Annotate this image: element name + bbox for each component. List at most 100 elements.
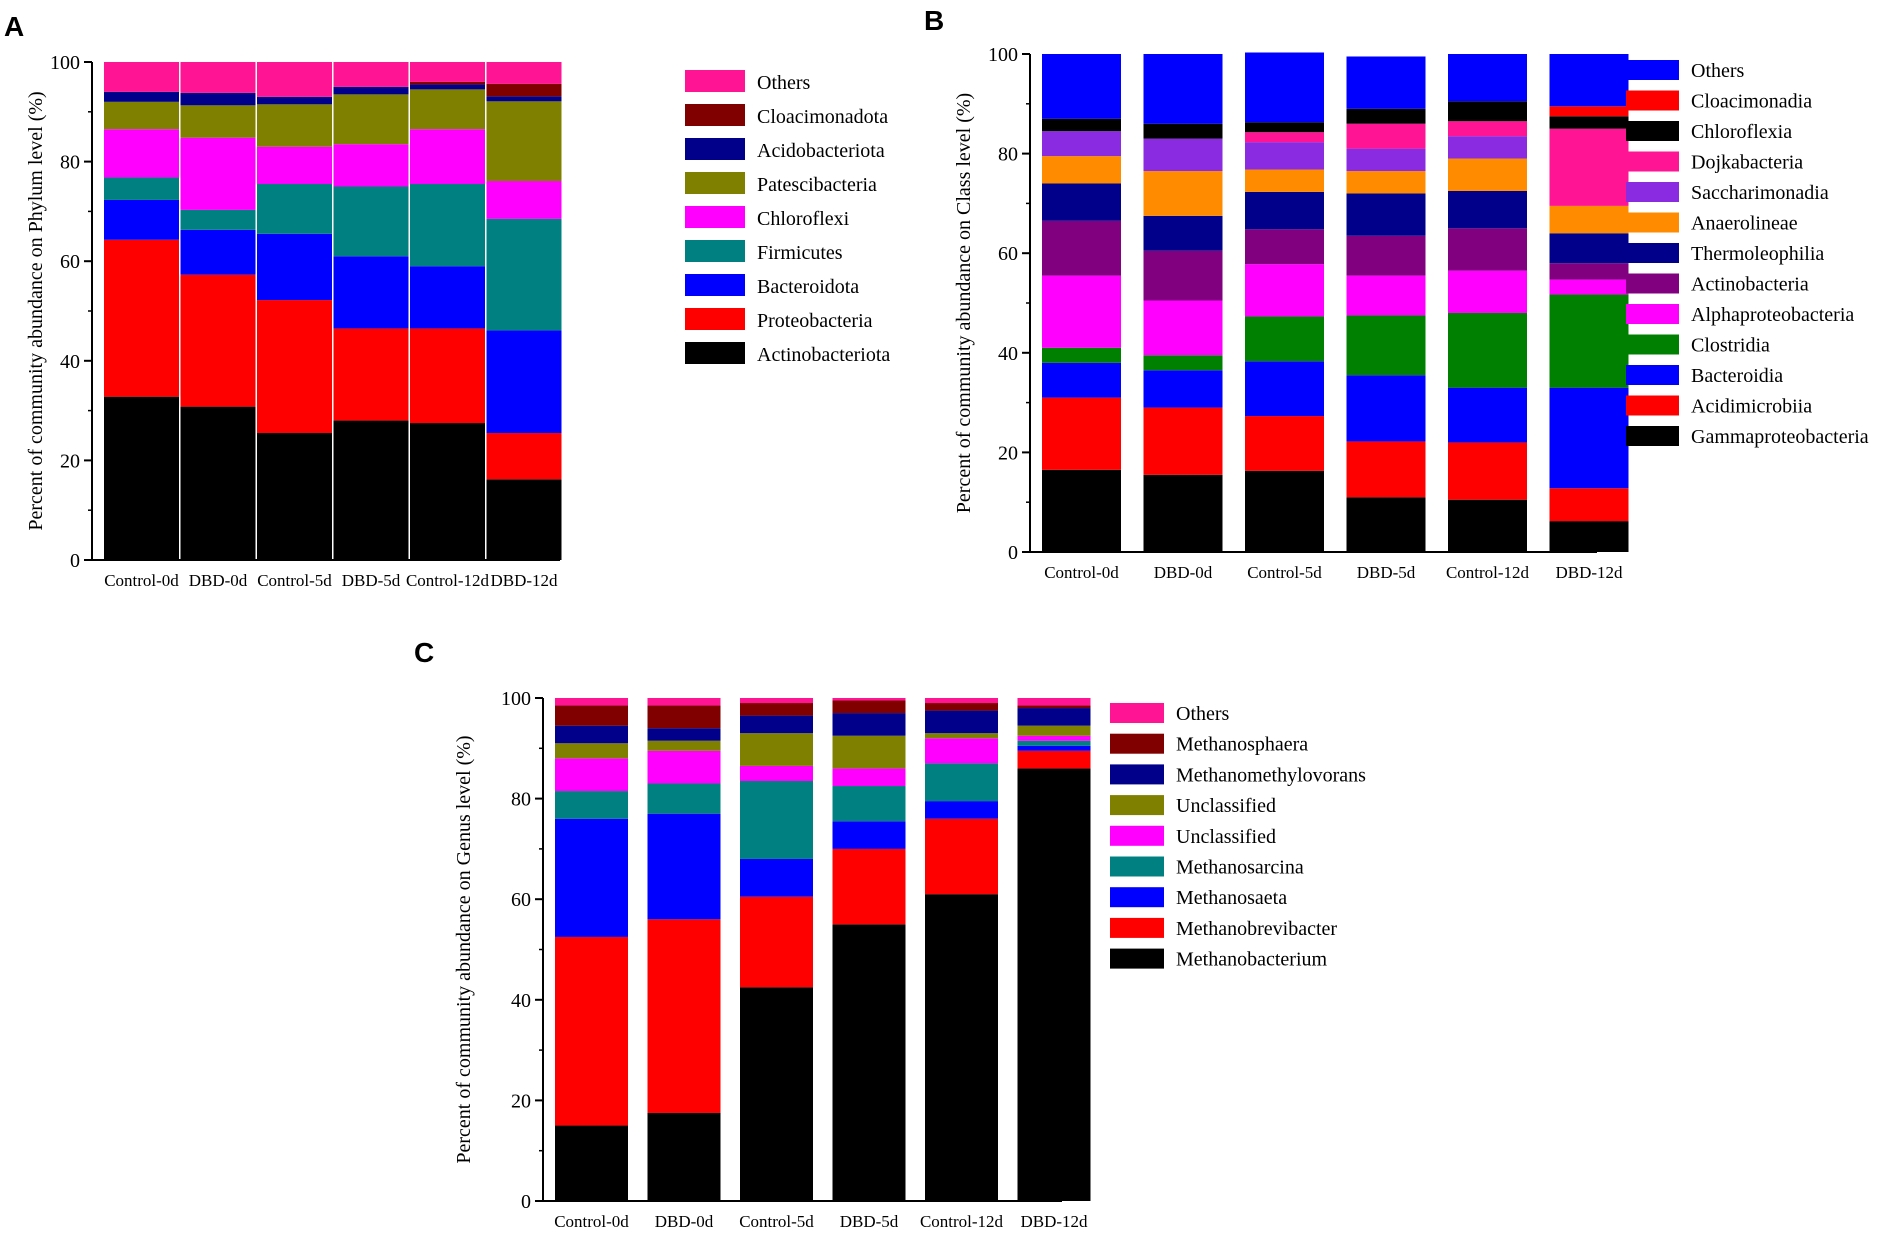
y-tick-label-a-80: 80 xyxy=(60,152,80,174)
bar-segment-c-dbd-12d-methanobacterium-0 xyxy=(1017,768,1091,1201)
bar-segment-a-dbd-12d-others-8 xyxy=(486,62,562,84)
bar-segment-c-dbd-5d-methanosaeta-2 xyxy=(832,821,906,849)
bar-segment-b-control-0d-chloroflexia-10 xyxy=(1042,118,1121,132)
bar-segment-c-dbd-0d-methanomethylovorans-6 xyxy=(647,728,721,741)
y-tick-label-b-60: 60 xyxy=(998,243,1018,265)
legend-label-a-chloroflexi-4: Chloroflexi xyxy=(757,208,850,230)
bar-segment-b-dbd-12d-others-12 xyxy=(1549,54,1629,107)
legend-swatch-a-patescibacteria-5 xyxy=(685,172,745,194)
bar-segment-a-control-12d-proteobacteria-1 xyxy=(410,328,485,424)
bar-segment-c-dbd-5d-methanobrevibacter-1 xyxy=(832,848,906,925)
bar-segment-c-control-12d-methanosaeta-2 xyxy=(925,801,998,819)
bar-segment-c-dbd-0d-methanosaeta-2 xyxy=(647,813,721,920)
bar-segment-c-control-5d-methanosphaera-7 xyxy=(740,703,813,716)
bar-segment-c-dbd-0d-others-8 xyxy=(647,698,721,706)
bar-segment-c-control-12d-unclassified-4 xyxy=(925,738,998,764)
bar-segment-a-dbd-0d-proteobacteria-1 xyxy=(180,274,256,407)
bar-segment-c-dbd-5d-unclassified-5 xyxy=(832,735,906,769)
bar-segment-a-control-0d-bacteroidota-2 xyxy=(104,199,179,240)
bar-segment-a-dbd-5d-acidobacteriota-6 xyxy=(333,86,409,95)
legend-swatch-b-clostridia-3 xyxy=(1626,334,1679,355)
bar-segment-b-control-12d-thermoleophilia-6 xyxy=(1448,190,1527,229)
bar-segment-c-dbd-5d-others-8 xyxy=(832,698,906,701)
x-tick-label-c-control-0d: Control-0d xyxy=(554,1212,629,1231)
bar-segment-a-control-0d-actinobacteriota-0 xyxy=(104,396,179,560)
y-tick-label-c-0: 0 xyxy=(521,1191,531,1213)
bar-segment-b-dbd-12d-bacteroidia-2 xyxy=(1549,387,1629,489)
bar-segment-b-control-5d-bacteroidia-2 xyxy=(1245,361,1324,417)
bar-segment-c-dbd-12d-others-8 xyxy=(1017,698,1091,706)
bar-segment-c-dbd-5d-methanomethylovorans-6 xyxy=(832,713,906,736)
bar-segment-c-control-0d-others-8 xyxy=(555,698,628,706)
bar-segment-b-dbd-0d-gammaproteobacteria-0 xyxy=(1143,474,1223,552)
y-tick-label-b-80: 80 xyxy=(998,144,1018,166)
bar-segment-c-dbd-12d-methanosaeta-2 xyxy=(1017,745,1091,751)
x-tick-label-b-dbd-12d: DBD-12d xyxy=(1555,563,1623,582)
bar-segment-a-dbd-12d-actinobacteriota-0 xyxy=(486,479,562,560)
x-tick-label-c-control-5d: Control-5d xyxy=(739,1212,814,1231)
bar-segment-a-control-12d-patescibacteria-5 xyxy=(410,89,485,130)
panel-label-a: A xyxy=(4,11,24,42)
legend-swatch-a-acidobacteriota-6 xyxy=(685,138,745,160)
bar-segment-b-control-0d-clostridia-3 xyxy=(1042,347,1121,363)
bar-segment-b-control-5d-thermoleophilia-6 xyxy=(1245,191,1324,230)
bar-segment-c-dbd-0d-methanobacterium-0 xyxy=(647,1112,721,1201)
bar-segment-b-dbd-0d-acidimicrobiia-1 xyxy=(1143,407,1223,475)
x-tick-label-c-dbd-0d: DBD-0d xyxy=(655,1212,714,1231)
legend-label-b-actinobacteria-5: Actinobacteria xyxy=(1691,274,1809,296)
bar-segment-a-control-0d-chloroflexi-4 xyxy=(104,129,179,178)
legend-label-a-firmicutes-3: Firmicutes xyxy=(757,242,843,264)
bar-segment-a-control-12d-bacteroidota-2 xyxy=(410,266,485,329)
bar-segment-b-control-12d-acidimicrobiia-1 xyxy=(1448,442,1527,500)
legend-swatch-b-saccharimonadia-8 xyxy=(1626,182,1679,202)
legend-label-c-unclassified-5: Unclassified xyxy=(1176,795,1276,817)
bar-segment-a-control-5d-actinobacteriota-0 xyxy=(257,433,332,560)
bar-segment-a-dbd-5d-actinobacteriota-0 xyxy=(333,420,409,560)
bar-segment-a-control-12d-acidobacteriota-6 xyxy=(410,84,485,90)
y-tick-label-c-100: 100 xyxy=(501,688,531,710)
bar-segment-a-control-12d-firmicutes-3 xyxy=(410,184,485,267)
x-tick-label-b-dbd-0d: DBD-0d xyxy=(1154,563,1213,582)
panel-label-b: B xyxy=(924,5,944,36)
legend-label-c-methanomethylovorans-6: Methanomethylovorans xyxy=(1176,764,1366,786)
x-tick-label-a-control-5d: Control-5d xyxy=(257,571,332,590)
bar-segment-a-control-12d-others-8 xyxy=(410,62,485,82)
bar-segment-a-dbd-12d-chloroflexi-4 xyxy=(486,181,562,219)
bar-segment-a-dbd-5d-firmicutes-3 xyxy=(333,186,409,257)
legend-label-a-others-8: Others xyxy=(757,72,811,94)
bar-segment-c-control-5d-others-8 xyxy=(740,698,813,704)
legend-swatch-b-chloroflexia-10 xyxy=(1626,121,1679,141)
bar-segment-b-control-0d-thermoleophilia-6 xyxy=(1042,183,1121,221)
bar-segment-a-control-5d-firmicutes-3 xyxy=(257,184,332,234)
bar-segment-b-dbd-5d-acidimicrobiia-1 xyxy=(1346,441,1426,498)
x-tick-label-a-dbd-5d: DBD-5d xyxy=(342,571,401,590)
bar-segment-c-dbd-12d-unclassified-4 xyxy=(1017,735,1091,741)
bar-segment-c-control-5d-unclassified-5 xyxy=(740,733,813,766)
legend-label-c-methanosaeta-2: Methanosaeta xyxy=(1176,887,1287,909)
bar-segment-b-control-0d-alphaproteobacteria-4 xyxy=(1042,275,1121,348)
bar-segment-c-control-0d-methanosphaera-7 xyxy=(555,705,628,726)
x-tick-label-b-control-5d: Control-5d xyxy=(1247,563,1322,582)
bar-segment-b-dbd-0d-chloroflexia-10 xyxy=(1143,123,1223,139)
bar-segment-a-control-0d-proteobacteria-1 xyxy=(104,239,179,397)
x-tick-label-b-control-0d: Control-0d xyxy=(1044,563,1119,582)
bar-segment-b-dbd-12d-actinobacteria-5 xyxy=(1549,263,1629,280)
bar-segment-c-control-12d-methanobacterium-0 xyxy=(925,894,998,1201)
legend-swatch-b-gammaproteobacteria-0 xyxy=(1626,426,1679,446)
legend-label-c-methanobacterium-0: Methanobacterium xyxy=(1176,949,1327,971)
bar-segment-a-dbd-5d-others-8 xyxy=(333,62,409,87)
legend-swatch-a-chloroflexi-4 xyxy=(685,206,745,228)
legend-label-a-acidobacteriota-6: Acidobacteriota xyxy=(757,140,885,162)
bar-segment-c-control-5d-methanobrevibacter-1 xyxy=(740,896,813,988)
legend-label-b-others-12: Others xyxy=(1691,60,1745,82)
bar-segment-b-control-12d-bacteroidia-2 xyxy=(1448,387,1527,443)
legend-label-b-acidimicrobiia-1: Acidimicrobiia xyxy=(1691,396,1812,418)
bar-segment-a-dbd-12d-firmicutes-3 xyxy=(486,218,562,331)
bar-segment-b-control-0d-saccharimonadia-8 xyxy=(1042,131,1121,157)
bar-segment-a-control-0d-others-8 xyxy=(104,62,179,92)
legend-swatch-c-methanobacterium-0 xyxy=(1110,948,1164,969)
legend-label-b-clostridia-3: Clostridia xyxy=(1691,335,1770,357)
bar-segment-b-dbd-5d-bacteroidia-2 xyxy=(1346,375,1426,442)
bar-segment-a-dbd-5d-proteobacteria-1 xyxy=(333,328,409,421)
bar-segment-c-control-5d-unclassified-4 xyxy=(740,765,813,781)
